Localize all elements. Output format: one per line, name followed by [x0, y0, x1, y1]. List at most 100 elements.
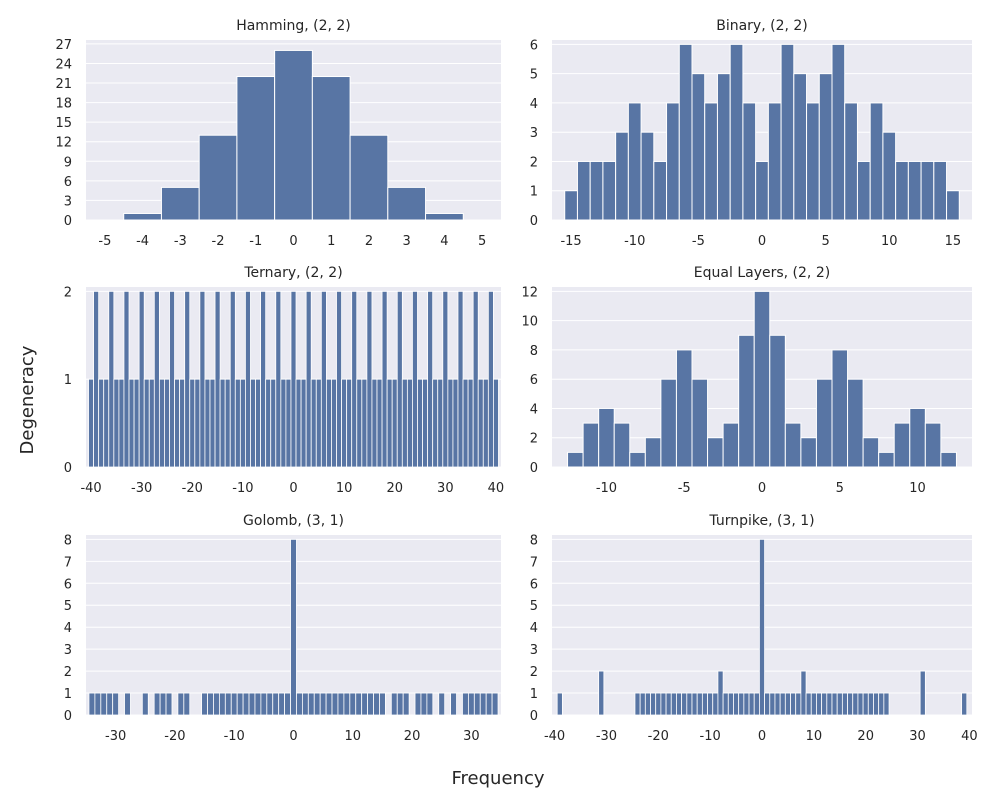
hamming-bar [311, 76, 351, 221]
ternary-bar [295, 378, 302, 468]
turnpike-ytick-label: 2 [530, 665, 538, 680]
hamming-bar [198, 134, 238, 221]
turnpike-bar [650, 692, 657, 716]
golomb-bar [230, 692, 238, 716]
equal-layers-bar [940, 451, 957, 468]
golomb-xtick-label: -20 [164, 729, 185, 744]
binary-title: Binary, (2, 2) [716, 18, 808, 34]
binary-bar [895, 160, 909, 221]
golomb-bar [485, 692, 493, 716]
ternary-bar [184, 290, 191, 468]
binary-bar [576, 160, 591, 221]
golomb-bar [319, 692, 327, 716]
chart-equal-layers: Equal Layers, (2, 2) 0 2 4 6 8 10 12 -10 -5 0 5 10 [521, 265, 972, 496]
hamming-xtick-label: 3 [403, 234, 411, 249]
turnpike-bar [753, 692, 760, 716]
turnpike-bar [873, 692, 880, 716]
turnpike-xtick-label: -10 [700, 729, 721, 744]
turnpike-xtick-label: -30 [596, 729, 617, 744]
golomb-bar [325, 692, 333, 716]
hamming-ytick-label: 18 [55, 97, 72, 112]
turnpike-bar [733, 692, 740, 716]
turnpike-bar [779, 692, 786, 716]
turnpike-bar [696, 692, 703, 716]
ternary-bar [336, 290, 342, 468]
binary-bar [767, 102, 782, 221]
hamming-bar [123, 212, 162, 221]
golomb-bar [343, 692, 351, 716]
ternary-bar [219, 378, 226, 468]
ternary-bar [169, 290, 175, 468]
golomb-ytick-label: 7 [64, 555, 72, 570]
turnpike-bar [759, 538, 765, 716]
turnpike-xtick-label: 40 [961, 729, 978, 744]
golomb-bar [390, 692, 398, 716]
golomb-bar [183, 692, 191, 716]
ternary-bar [113, 378, 120, 468]
binary-bar [716, 73, 731, 221]
golomb-bar [426, 692, 434, 716]
golomb-bar [236, 692, 244, 716]
golomb-xtick-label: -30 [105, 729, 126, 744]
binary-xtick-label: -15 [560, 234, 581, 249]
golomb-bar [450, 692, 457, 716]
golomb-bar [402, 692, 410, 716]
equal-layers-ytick-label: 12 [521, 285, 538, 300]
golomb-bar [100, 692, 108, 716]
turnpike-bar [816, 692, 823, 716]
binary-bar [755, 160, 769, 221]
ternary-bar [138, 290, 145, 468]
ternary-bar [412, 290, 418, 468]
turnpike-bar [738, 692, 745, 716]
hamming-xtick-label: -5 [98, 234, 111, 249]
hamming-ytick-label: 9 [64, 155, 72, 170]
turnpike-bar [722, 692, 729, 716]
golomb-bar [124, 692, 131, 716]
ternary-bar [472, 290, 479, 468]
equal-layers-bar [598, 407, 615, 468]
golomb-bar [373, 692, 380, 716]
turnpike-bar [790, 692, 797, 716]
ternary-bar [209, 378, 216, 468]
ternary-bar [346, 378, 353, 468]
hamming-xtick-label: 1 [327, 234, 335, 249]
ternary-bar [88, 378, 94, 468]
hamming-bar [236, 76, 276, 221]
turnpike-bar [748, 692, 755, 716]
ternary-bar [442, 290, 449, 468]
golomb-bar [337, 692, 345, 716]
ternary-bar [462, 378, 469, 468]
ternary-bar [493, 378, 499, 468]
hamming-title: Hamming, (2, 2) [236, 18, 351, 34]
equal-layers-bar [753, 290, 771, 468]
turnpike-bar [701, 692, 708, 716]
binary-bar [602, 160, 617, 221]
ternary-bar [452, 378, 459, 468]
turnpike-bar [867, 692, 874, 716]
ternary-ytick-label: 1 [64, 373, 72, 388]
ternary-bar [285, 378, 292, 468]
golomb-ytick-label: 0 [64, 709, 72, 724]
turnpike-xtick-label: 0 [758, 729, 766, 744]
turnpike-bar [681, 692, 688, 716]
turnpike-bar [800, 670, 807, 716]
binary-bar [678, 43, 693, 221]
turnpike-bar [691, 692, 698, 716]
equal-layers-ytick-label: 2 [530, 432, 538, 447]
turnpike-ytick-label: 3 [530, 643, 538, 658]
ternary-xtick-label: 0 [289, 481, 297, 496]
ternary-bar [381, 290, 388, 468]
golomb-bar [479, 692, 487, 716]
equal-layers-bar [722, 422, 740, 468]
binary-ytick-label: 6 [530, 38, 538, 53]
hamming-bar [349, 134, 389, 221]
turnpike-bar [862, 692, 869, 716]
equal-layers-bar [738, 334, 755, 468]
binary-bar [729, 43, 744, 221]
turnpike-bar [847, 692, 854, 716]
equal-layers-bar [815, 378, 833, 468]
ternary-bar [189, 378, 196, 468]
turnpike-bar [831, 692, 838, 716]
turnpike-bar [805, 692, 812, 716]
ternary-bar [315, 378, 322, 468]
